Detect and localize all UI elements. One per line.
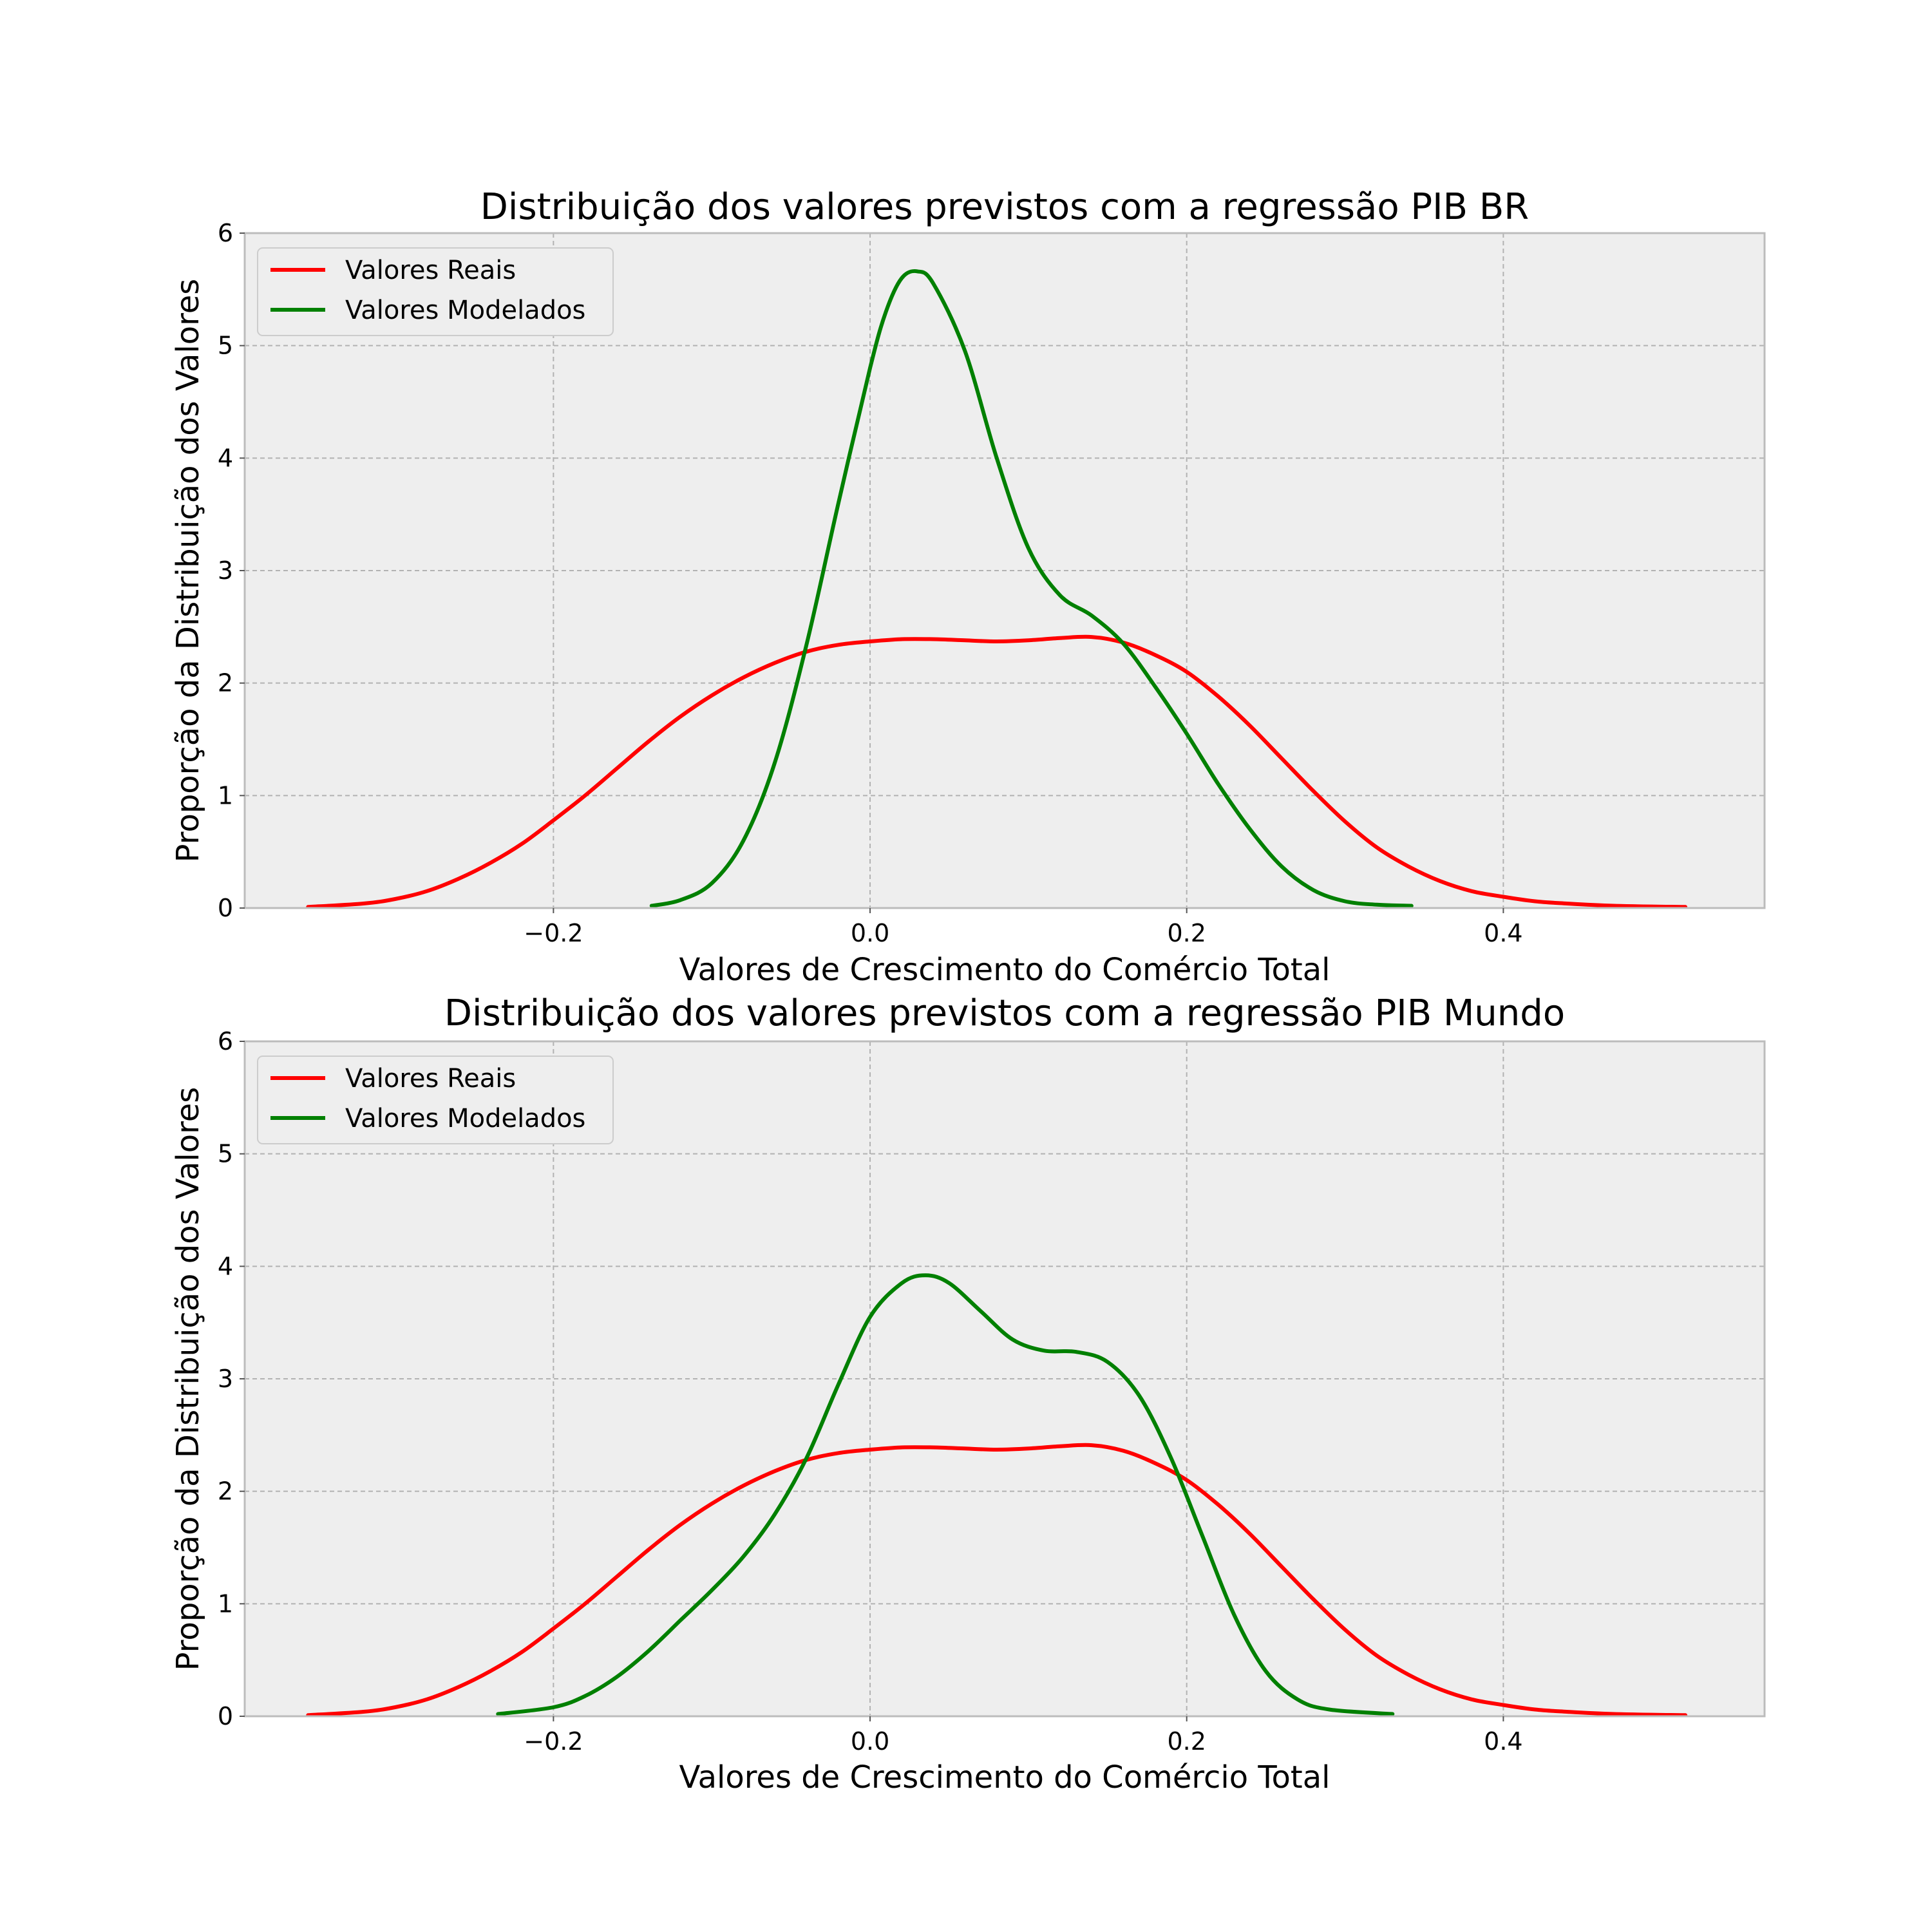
y-tick-label: 5: [218, 332, 233, 360]
y-tick-labels: 0 1 2 3 4 5 6: [218, 219, 245, 922]
x-tick-label: 0.0: [851, 1727, 889, 1756]
x-tick-labels: −0.2 0.0 0.2 0.4: [524, 1716, 1523, 1756]
x-axis-label: Valores de Crescimento do Comércio Total: [679, 952, 1331, 988]
series-group: [306, 1273, 1688, 1718]
x-tick-label: 0.0: [851, 919, 889, 947]
chart-title: Distribuição dos valores previstos com a…: [444, 992, 1565, 1034]
grid-lines: [245, 1041, 1765, 1716]
x-tick-label: 0.4: [1484, 919, 1522, 947]
y-tick-label: 2: [218, 669, 233, 697]
chart-title: Distribuição dos valores previstos com a…: [480, 186, 1529, 228]
series-group: [306, 269, 1688, 909]
legend: Valores Reais Valores Modelados: [257, 1056, 614, 1144]
legend-label-valores-modelados: Valores Modelados: [345, 296, 585, 325]
legend-label-valores-reais: Valores Reais: [345, 256, 516, 285]
y-tick-label: 1: [218, 1589, 233, 1618]
y-tick-label: 6: [218, 219, 233, 247]
legend-label-valores-reais: Valores Reais: [345, 1064, 516, 1094]
y-axis-label: Proporção da Distribuição dos Valores: [170, 279, 206, 863]
y-tick-label: 4: [218, 444, 233, 472]
x-axis-label: Valores de Crescimento do Comércio Total: [679, 1759, 1331, 1795]
x-tick-labels: −0.2 0.0 0.2 0.4: [524, 908, 1523, 947]
legend-box: [257, 247, 614, 336]
y-tick-labels: 0 1 2 3 4 5 6: [218, 1027, 245, 1730]
x-tick-label: 0.4: [1484, 1727, 1522, 1756]
y-tick-label: 4: [218, 1252, 233, 1280]
y-tick-label: 1: [218, 781, 233, 810]
x-tick-label: 0.2: [1167, 1727, 1206, 1756]
x-tick-label: −0.2: [524, 919, 583, 947]
y-tick-label: 3: [218, 1365, 233, 1393]
y-tick-label: 0: [218, 1702, 233, 1730]
y-tick-label: 2: [218, 1477, 233, 1506]
y-axis-label: Proporção da Distribuição dos Valores: [170, 1087, 206, 1671]
legend: Valores Reais Valores Modelados: [257, 247, 614, 336]
x-tick-label: 0.2: [1167, 919, 1206, 947]
y-tick-label: 6: [218, 1027, 233, 1056]
y-tick-label: 5: [218, 1140, 233, 1168]
chart-pib-mundo: −0.2 0.0 0.2 0.4 0 1 2 3 4 5 6 Distribuição dos v…: [170, 992, 1766, 1795]
legend-box: [257, 1056, 614, 1144]
series-line-valores-modelados: [649, 269, 1414, 908]
series-line-valores-reais: [306, 1443, 1688, 1718]
grid-lines: [245, 233, 1765, 908]
legend-label-valores-modelados: Valores Modelados: [345, 1104, 585, 1133]
chart-pib-br: −0.2 0.0 0.2 0.4 0 1 2 3 4 5 6 Distribuição dos v…: [170, 186, 1766, 988]
y-tick-label: 3: [218, 556, 233, 585]
x-tick-label: −0.2: [524, 1727, 583, 1756]
series-line-valores-reais: [306, 634, 1688, 909]
y-tick-label: 0: [218, 894, 233, 922]
series-line-valores-modelados: [496, 1273, 1395, 1716]
